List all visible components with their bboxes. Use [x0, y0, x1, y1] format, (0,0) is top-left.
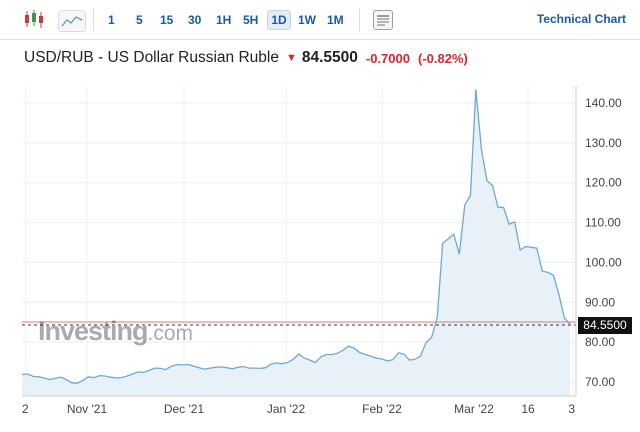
- y-tick-label: 90.00: [585, 295, 615, 309]
- price-chart[interactable]: 140.00 130.00 120.00 110.00 100.00 90.00 80.00…: [0, 80, 640, 432]
- price-line: [21, 89, 571, 384]
- timeframe-1w-button[interactable]: 1W: [298, 13, 316, 27]
- quote-header: USD/RUB - US Dollar Russian Ruble ▼ 84.5…: [24, 48, 468, 68]
- area-chart-icon[interactable]: [58, 10, 86, 32]
- y-tick-label: 120.00: [585, 176, 622, 190]
- last-price: 84.5500: [301, 49, 358, 66]
- investing-watermark: Investing.com: [38, 316, 193, 347]
- y-axis-ticks: 140.00 130.00 120.00 110.00 100.00 90.00 80.00…: [585, 96, 622, 389]
- x-tick-label: 2: [22, 402, 29, 416]
- current-price-tag: 84.5500: [578, 317, 632, 334]
- chart-toolbar: 1 5 15 30 1H 5H 1D 1W 1M Technical Chart: [0, 0, 640, 40]
- toolbar-divider: [93, 9, 94, 31]
- timeframe-30-button[interactable]: 30: [188, 13, 202, 27]
- x-tick-label: Dec '21: [164, 402, 205, 416]
- y-tick-label: 110.00: [585, 216, 621, 230]
- timeframe-5-button[interactable]: 5: [136, 13, 143, 27]
- timeframe-1d-button[interactable]: 1D: [267, 10, 291, 30]
- instrument-title: USD/RUB - US Dollar Russian Ruble: [24, 49, 279, 66]
- x-tick-label: 3: [568, 402, 575, 416]
- toolbar-divider: [359, 9, 360, 31]
- y-tick-label: 140.00: [585, 96, 622, 110]
- timeframe-5h-button[interactable]: 5H: [243, 13, 259, 27]
- timeframe-1-button[interactable]: 1: [108, 13, 115, 27]
- x-tick-label: Feb '22: [362, 402, 402, 416]
- price-change-percent: (-0.82%): [417, 50, 468, 66]
- x-axis-ticks: 2 Nov '21 Dec '21 Jan '22 Feb '22 Mar '22 16 3: [22, 402, 575, 416]
- x-tick-label: 16: [521, 402, 535, 416]
- timeframe-1h-button[interactable]: 1H: [216, 13, 232, 27]
- price-area-fill: [22, 89, 570, 397]
- y-tick-label: 70.00: [585, 375, 615, 389]
- data-table-icon[interactable]: [373, 10, 393, 30]
- watermark-brand: Investing: [38, 316, 149, 346]
- x-tick-label: Mar '22: [454, 402, 494, 416]
- watermark-suffix: .com: [147, 322, 194, 345]
- timeframe-1m-button[interactable]: 1M: [327, 13, 344, 27]
- y-tick-label: 100.00: [585, 255, 622, 269]
- y-tick-label: 80.00: [585, 335, 615, 349]
- candlestick-chart-icon[interactable]: [22, 8, 46, 30]
- technical-chart-link[interactable]: Technical Chart: [536, 12, 626, 26]
- timeframe-15-button[interactable]: 15: [160, 13, 174, 27]
- y-tick-label: 130.00: [585, 136, 622, 150]
- x-tick-label: Jan '22: [267, 402, 306, 416]
- price-change: -0.7000: [365, 50, 410, 66]
- x-tick-label: Nov '21: [67, 402, 108, 416]
- down-arrow-icon: ▼: [285, 52, 297, 64]
